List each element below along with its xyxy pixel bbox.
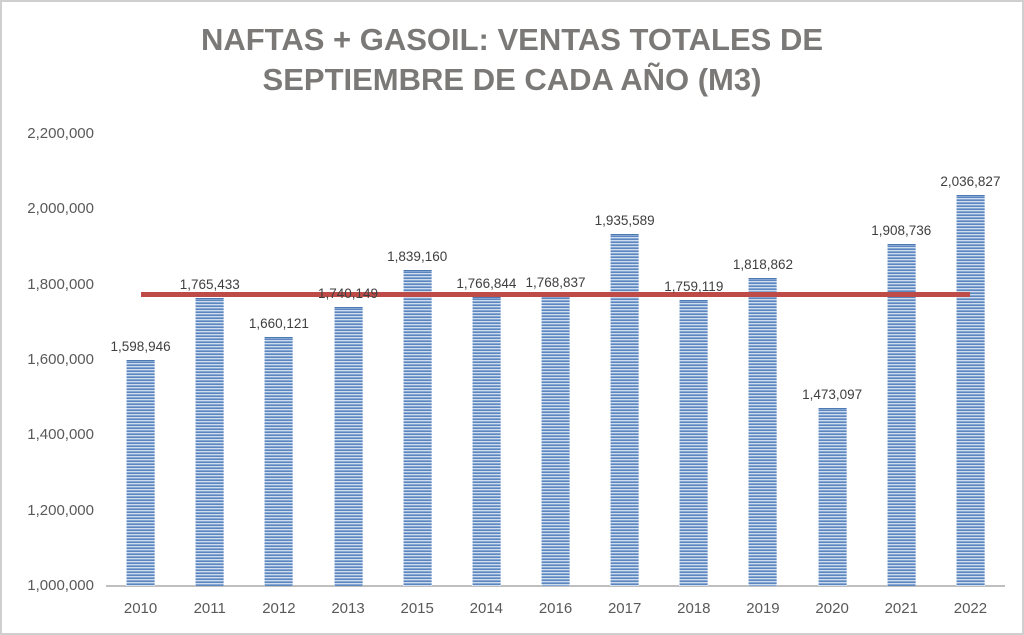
x-axis-line: [106, 585, 1005, 587]
bar-2021: [886, 243, 916, 586]
bar-2022: [955, 195, 985, 586]
bar-2015: [402, 269, 432, 586]
bar-value-label: 1,908,736: [871, 222, 932, 238]
average-reference-line: [140, 291, 971, 297]
bar-2013: [333, 307, 363, 586]
y-axis-tick-label: 1,800,000: [27, 275, 94, 293]
bar-value-label: 1,935,589: [594, 212, 655, 228]
bar-2012: [264, 337, 294, 586]
bar-value-label: 1,740,149: [318, 286, 379, 302]
bar-value-label: 1,839,160: [387, 248, 448, 264]
bar-value-label: 1,818,862: [732, 256, 793, 272]
x-axis-label-2011: 2011: [193, 600, 226, 617]
x-axis-label-2020: 2020: [815, 600, 849, 617]
bar-value-label: 1,473,097: [802, 386, 863, 402]
bar-value-label: 1,660,121: [248, 316, 309, 332]
x-axis-label-2021: 2021: [884, 600, 918, 617]
bar-2016: [541, 296, 570, 586]
chart-title: NAFTAS + GASOIL: VENTAS TOTALES DE SEPTI…: [200, 22, 824, 97]
y-axis-tick-label: 1,600,000: [27, 351, 94, 368]
y-axis-tick-label: 1,400,000: [27, 426, 94, 444]
y-axis-tick-label: 2,200,000: [27, 125, 94, 142]
bar-2018: [679, 300, 709, 586]
bar-value-label: 1,768,837: [525, 275, 586, 291]
bar-2019: [748, 277, 778, 586]
y-axis-tick-label: 2,000,000: [27, 200, 94, 218]
bar-value-label: 2,036,827: [940, 174, 1001, 190]
bar-2011: [195, 297, 225, 586]
bar-value-label: 1,765,433: [179, 276, 240, 292]
bar-2014: [471, 297, 501, 586]
bar-2020: [817, 407, 847, 586]
x-axis-label-2010: 2010: [123, 600, 158, 617]
x-axis-label-2014: 2014: [469, 600, 504, 617]
x-axis-label-2013: 2013: [331, 600, 365, 617]
y-axis-tick-label: 1,200,000: [27, 501, 94, 519]
x-axis-label-2012: 2012: [262, 600, 296, 617]
bar-2010: [126, 360, 156, 586]
bar-value-label: 1,766,844: [456, 276, 517, 292]
x-axis-label-2019: 2019: [746, 600, 780, 617]
x-axis-label-2016: 2016: [538, 600, 573, 617]
bar-value-label: 1,598,946: [110, 339, 171, 355]
x-axis-label-2017: 2017: [607, 600, 642, 617]
bar-value-label: 1,759,119: [664, 279, 724, 295]
x-axis-label-2018: 2018: [677, 600, 711, 617]
x-axis-label-2015: 2015: [400, 600, 434, 617]
x-axis-label-2022: 2022: [953, 600, 988, 617]
y-axis-tick-label: 1,000,000: [27, 577, 94, 594]
